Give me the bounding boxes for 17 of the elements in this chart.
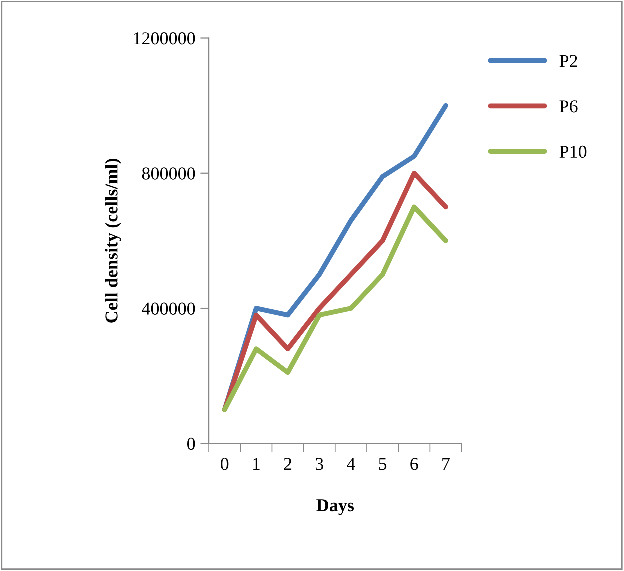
x-tick-label: 4 [347,458,356,470]
y-tick-label: 400000 [142,302,196,315]
x-tick-label: 1 [254,458,260,470]
y-tick-label: 1200000 [134,32,196,45]
x-tick-label: 0 [221,458,229,470]
x-tick-label: 7 [442,458,450,470]
legend-label: P2 [560,55,578,68]
x-tick-label: 2 [284,458,292,470]
x-tick-label: 5 [379,458,387,470]
legend-label: P10 [560,146,587,158]
y-axis-title: Cell density (cells/ml) [105,159,122,323]
y-tick-label: 800000 [142,168,196,180]
x-tick-label: 3 [316,458,324,470]
y-tick-label: 0 [188,438,196,450]
x-axis-title: Days [316,500,354,516]
legend-label: P6 [560,100,578,113]
x-tick-label: 6 [410,458,418,470]
